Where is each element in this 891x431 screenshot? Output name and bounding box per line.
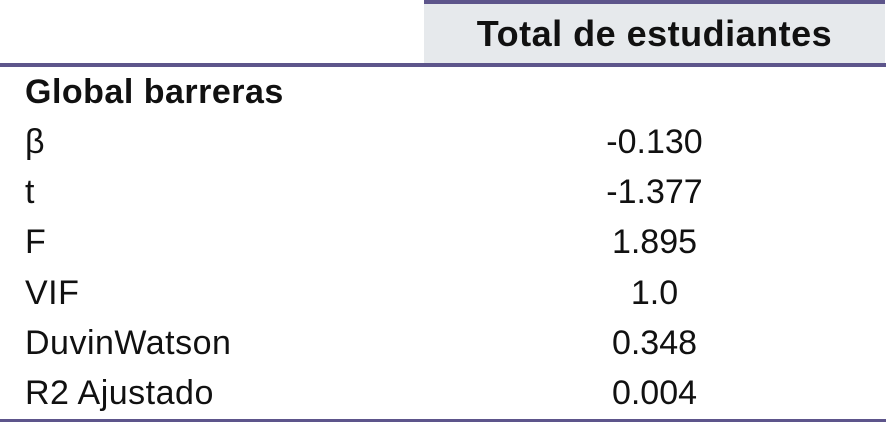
header-right-margin	[885, 0, 891, 63]
row-value: 0.348	[611, 324, 698, 363]
table-row-duvinwatson: DuvinWatson 0.348	[0, 318, 891, 368]
row-value: 0.004	[611, 374, 698, 413]
table-body: Global barreras β -0.130 t -1.377 F 1.89…	[0, 67, 891, 419]
table-row-f: F 1.895	[0, 218, 891, 268]
section-header-label: Global barreras	[25, 72, 284, 111]
header-divider-line	[0, 63, 886, 67]
row-value: 1.895	[611, 223, 698, 262]
table-section-row: Global barreras	[0, 67, 891, 117]
row-label: DuvinWatson	[25, 324, 232, 363]
table-row-t: t -1.377	[0, 168, 891, 218]
row-value: -0.130	[606, 122, 703, 161]
table-header-row: Total de estudiantes	[0, 0, 891, 63]
table-row-vif: VIF 1.0	[0, 268, 891, 318]
row-label: R2 Ajustado	[25, 374, 214, 413]
header-empty-cell	[0, 0, 424, 63]
row-label: F	[25, 223, 47, 262]
table-bottom-line	[0, 419, 886, 422]
row-label: VIF	[25, 273, 80, 312]
row-label: t	[25, 173, 35, 212]
row-value: -1.377	[606, 173, 703, 212]
table-row-beta: β -0.130	[0, 117, 891, 167]
row-label: β	[25, 122, 46, 161]
row-value: 1.0	[630, 273, 679, 312]
table-row-r2-ajustado: R2 Ajustado 0.004	[0, 369, 891, 419]
column-header-total-estudiantes: Total de estudiantes	[424, 0, 885, 63]
